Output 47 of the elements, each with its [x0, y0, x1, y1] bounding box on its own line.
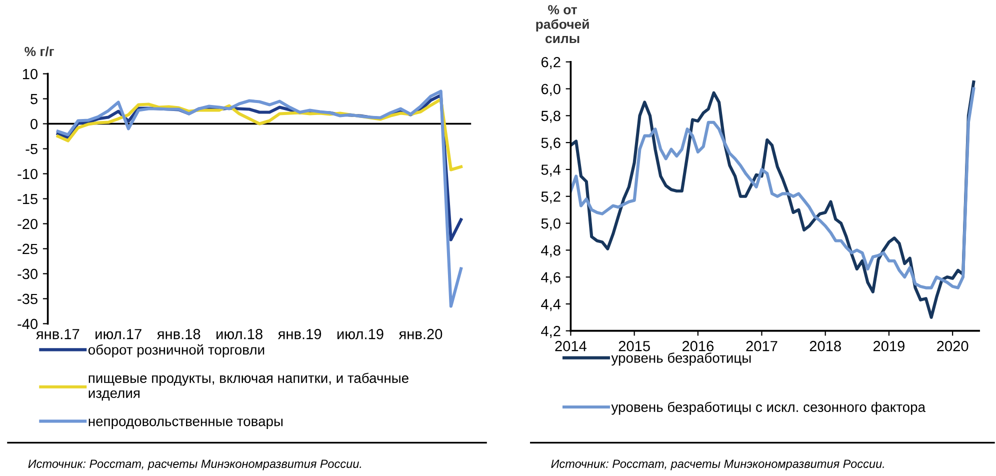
- legend-label: пищевые продукты, включая напитки, и табачные изделия: [88, 372, 408, 401]
- x-tick-label: 2017: [746, 340, 778, 352]
- y-tick-label: 4,2: [541, 326, 560, 338]
- x-tick-label: янв.19: [278, 328, 322, 340]
- line-series: [56, 90, 463, 308]
- line-series: [570, 87, 976, 290]
- x-tick-label: 2019: [873, 340, 904, 352]
- x-tick-label: июл.17: [96, 329, 142, 340]
- legend-label: уровень безработицы: [611, 352, 751, 366]
- x-tick-label: 2015: [618, 340, 650, 352]
- y-tick-label: -10: [18, 168, 38, 180]
- y-tick-label: 5,0: [541, 218, 560, 230]
- y-tick-label: -40: [18, 318, 38, 330]
- text: Источник: Росстат, расчеты Минэкономразвития России.: [28, 460, 362, 470]
- x-tick-label: июл.18: [216, 328, 262, 340]
- y-tick-label: -25: [18, 244, 38, 254]
- x-tick-label: 2016: [682, 340, 714, 352]
- y-tick-label: 0: [30, 118, 38, 130]
- legend-label: оборот розничной торговли: [88, 344, 264, 358]
- x-tick-label: янв.17: [36, 329, 80, 340]
- y-tick-label: 5,8: [541, 110, 560, 123]
- y-tick-label: 5,6: [541, 138, 560, 150]
- x-tick-label: янв.18: [156, 328, 200, 340]
- y-tick-label: -20: [18, 218, 38, 230]
- x-tick-label: июл.19: [337, 328, 384, 340]
- x-tick-label: янв.20: [398, 328, 442, 340]
- y-tick-label: 4,8: [541, 245, 560, 258]
- y-tick-label: 4,6: [541, 272, 560, 284]
- x-tick-label: 2018: [810, 340, 841, 352]
- y-tick-label: 6,2: [541, 56, 560, 70]
- x-tick-label: 2020: [937, 340, 968, 352]
- y-tick-label: 5: [30, 94, 38, 104]
- y-tick-label: 5,4: [541, 164, 561, 177]
- legend-label: уровень безработицы с искл. сезонного фактора: [611, 402, 926, 415]
- y-tick-label: -5: [26, 144, 38, 154]
- y-tick-label: 4,4: [541, 299, 561, 312]
- y-tick-label: 6,0: [541, 84, 560, 96]
- y-tick-label: 5,2: [541, 191, 560, 204]
- y-tick-label: 10: [22, 68, 38, 80]
- legend-label: непродовольственные товары: [88, 418, 283, 429]
- y-axis-title: % г/г: [24, 46, 54, 56]
- text: Источник: Росстат, расчеты Минэкономразвития России.: [551, 460, 884, 470]
- y-tick-label: -30: [18, 268, 38, 280]
- y-tick-label: -35: [18, 294, 38, 304]
- y-axis-title: % от рабочей силы: [536, 5, 589, 44]
- x-tick-label: 2014: [555, 340, 587, 352]
- y-tick-label: -15: [18, 194, 38, 204]
